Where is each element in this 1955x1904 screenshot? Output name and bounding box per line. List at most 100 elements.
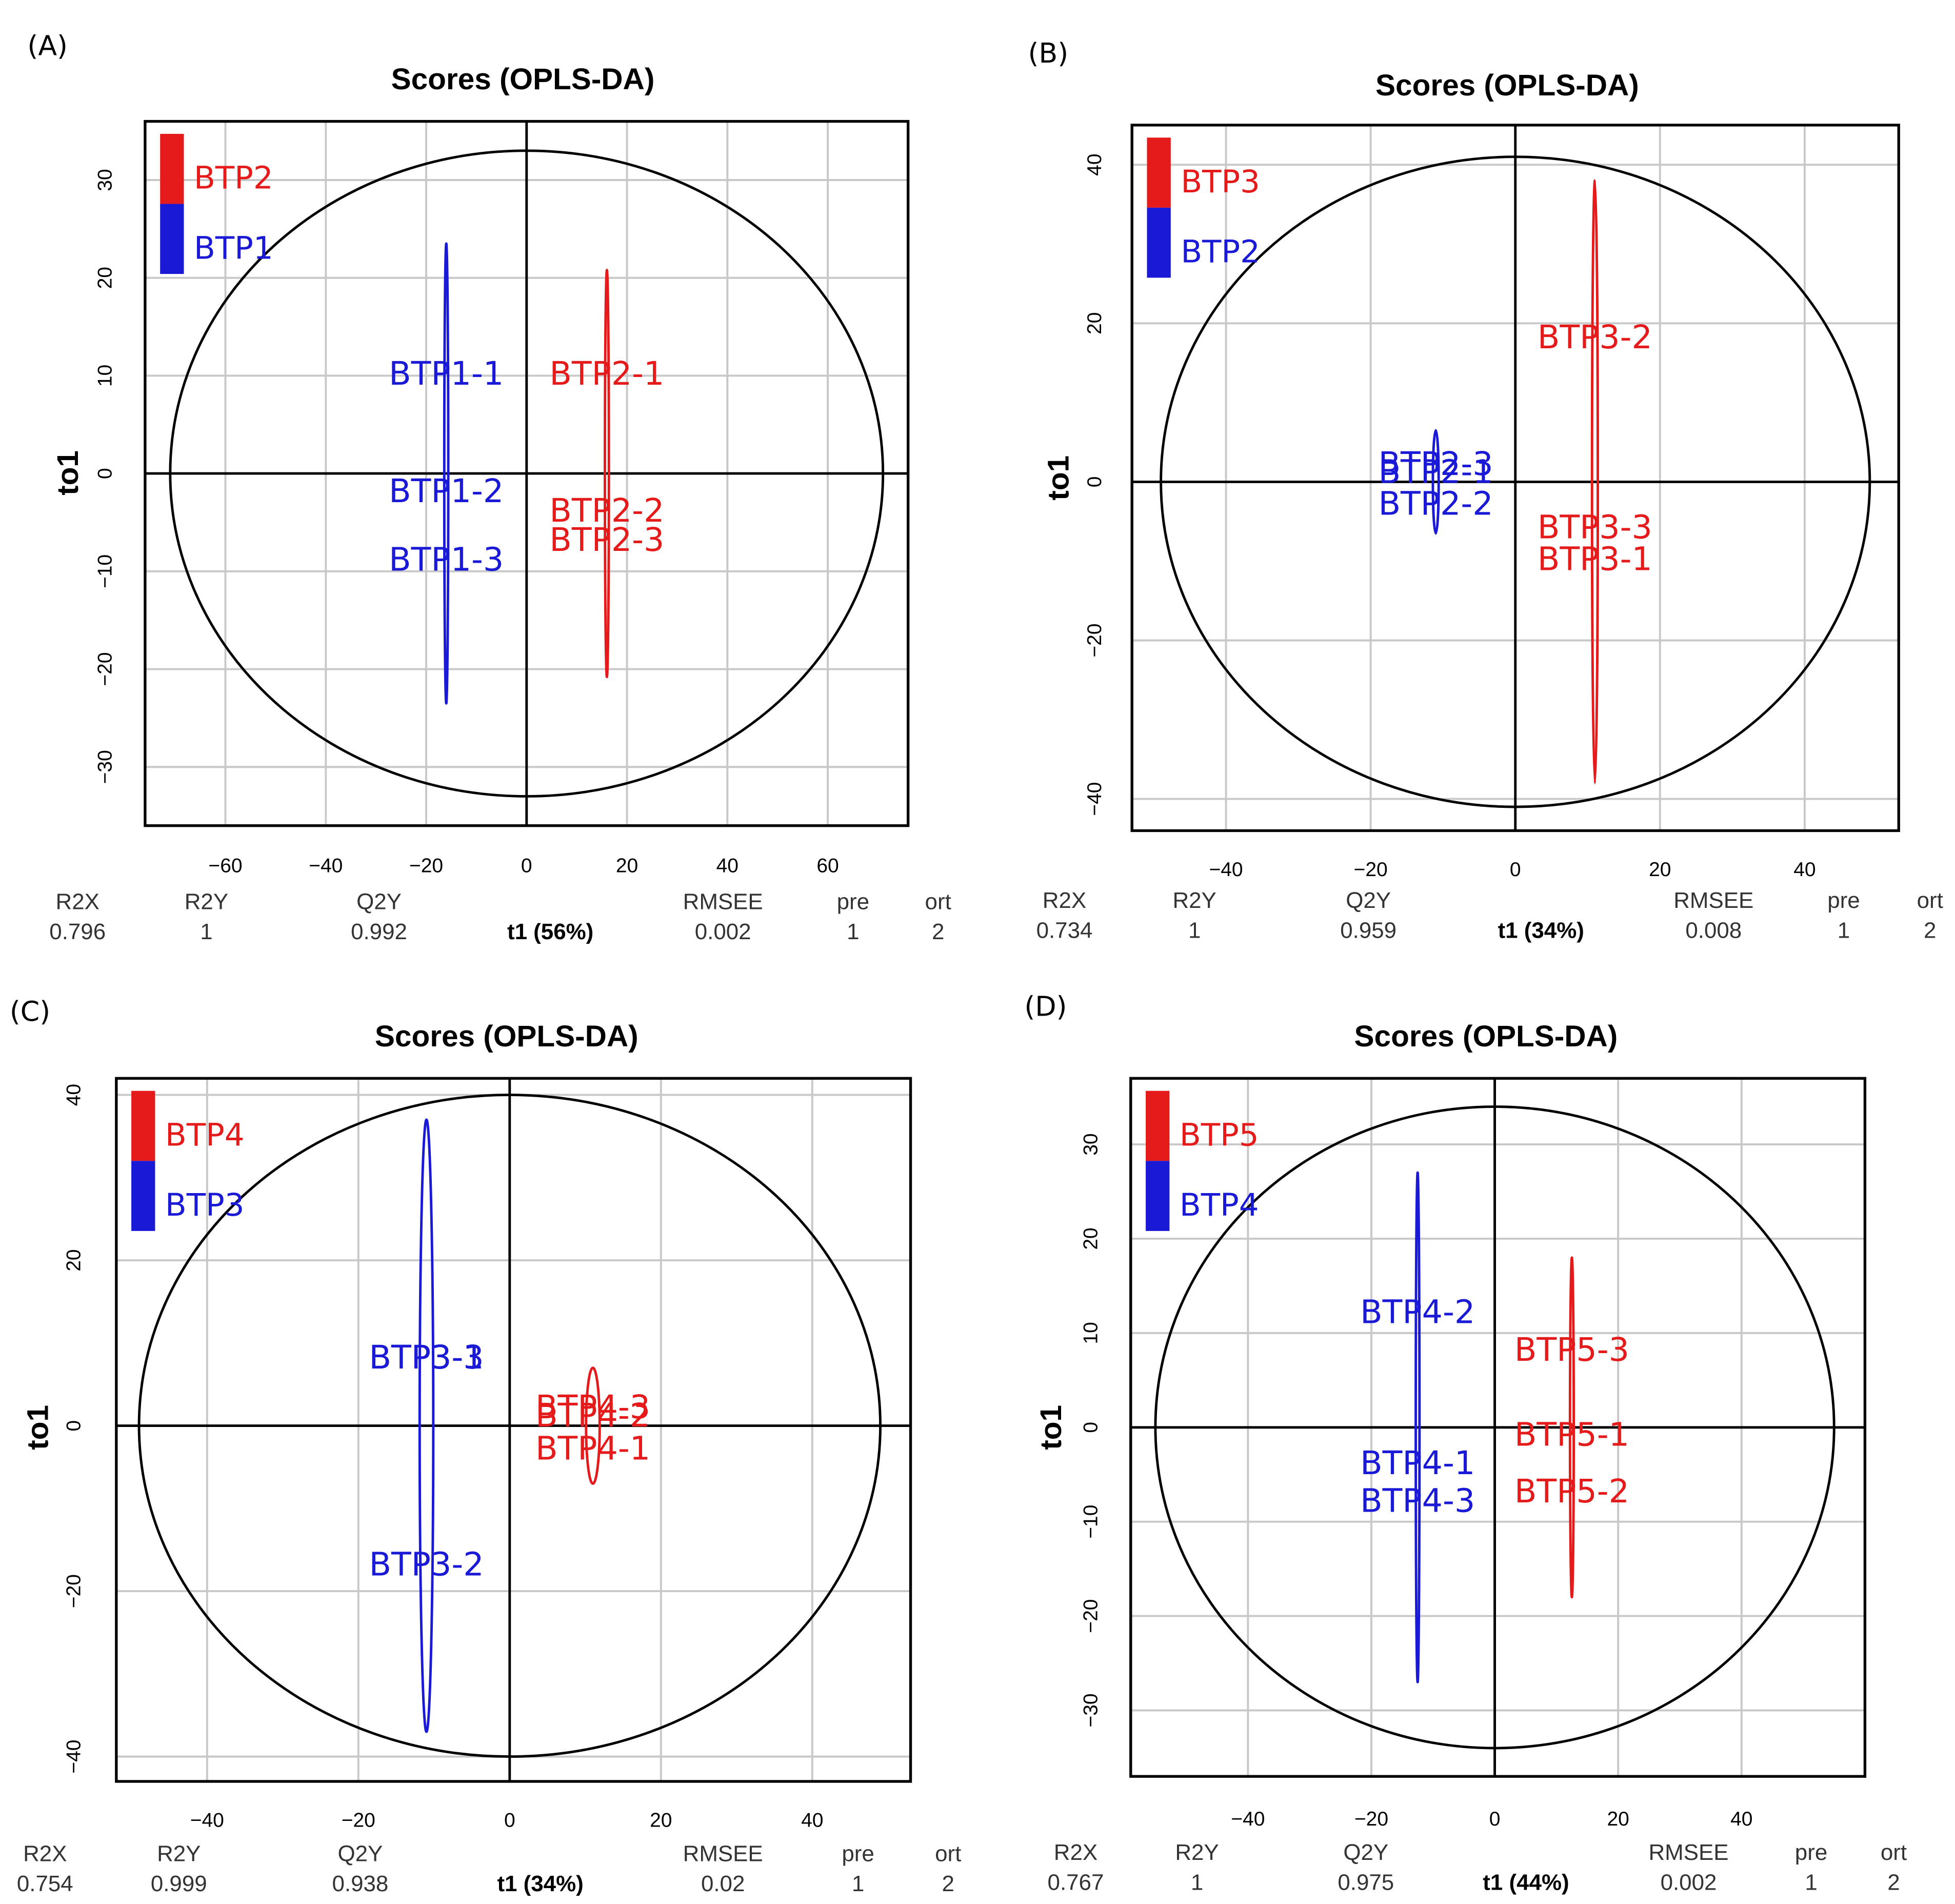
stat-value-pre: 1: [1805, 1870, 1817, 1895]
point-label-btp4-2: BTP4-2: [535, 1396, 650, 1434]
point-label-btp5-2: BTP5-2: [1514, 1472, 1629, 1510]
stat-label-q2y: Q2Y: [356, 889, 402, 914]
stat-value-rmsee: 0.02: [701, 1871, 745, 1896]
y-tick-label: −20: [63, 1574, 85, 1608]
stat-label-q2y: Q2Y: [1346, 888, 1391, 913]
point-label-btp4-1: BTP4-1: [535, 1430, 650, 1467]
stat-value-q2y: 0.938: [332, 1871, 388, 1896]
legend-swatch-btp2: [1147, 207, 1171, 278]
panel-a-label: (A): [27, 29, 68, 62]
group-ellipse-btp4: [585, 1366, 601, 1485]
y-tick-label: 20: [94, 267, 116, 289]
stat-value-rmsee: 0.002: [695, 919, 751, 944]
legend-label-btp2: BTP2: [1181, 234, 1260, 270]
stat-value-q2y: 0.975: [1338, 1870, 1394, 1895]
x-tick-label: 40: [1730, 1808, 1752, 1830]
point-label-btp2-1: BTP2-1: [1379, 452, 1493, 490]
legend-label-btp4: BTP4: [1180, 1187, 1259, 1223]
x-tick-label: −20: [409, 855, 443, 877]
stat-value-r2x: 0.734: [1036, 918, 1093, 943]
x-axis-label: t1 (34%): [497, 1871, 583, 1896]
point-label-btp2-2: BTP2-2: [549, 491, 664, 529]
point-label-btp1-1: BTP1-1: [389, 354, 504, 392]
stat-value-r2y: 1: [1188, 918, 1201, 943]
stat-value-r2y: 1: [1191, 1870, 1203, 1895]
x-tick-label: 0: [521, 855, 532, 877]
x-tick-label: −20: [1354, 1808, 1388, 1830]
panel-d-label: (D): [1024, 990, 1067, 1022]
x-tick-label: 20: [1649, 859, 1671, 881]
panel-b-title: Scores (OPLS-DA): [1375, 69, 1639, 102]
x-tick-label: 0: [1510, 859, 1521, 881]
point-label-btp3-1: BTP3-1: [1538, 540, 1652, 578]
group-ellipse-btp2: [1431, 429, 1440, 535]
y-tick-label: 10: [1080, 1322, 1102, 1344]
x-tick-label: 60: [816, 855, 839, 877]
x-tick-label: 0: [1489, 1808, 1501, 1830]
y-tick-label: 0: [94, 468, 116, 479]
group-ellipse-btp2: [604, 269, 610, 679]
point-label-btp4-2: BTP4-2: [1360, 1293, 1475, 1331]
x-tick-label: −40: [1231, 1808, 1265, 1830]
x-tick-label: 20: [650, 1809, 672, 1831]
stat-value-r2y: 1: [200, 919, 212, 944]
point-label-btp3-2: BTP3-2: [369, 1545, 484, 1583]
stat-value-r2x: 0.767: [1048, 1870, 1104, 1895]
stat-label-q2y: Q2Y: [1343, 1840, 1388, 1865]
point-label-btp1-3: BTP1-3: [389, 540, 504, 578]
stat-value-ort: 2: [1924, 918, 1936, 943]
stat-label-r2x: R2X: [1043, 888, 1086, 913]
legend-swatch-btp2: [160, 133, 184, 204]
stat-value-rmsee: 0.008: [1685, 918, 1742, 943]
plot-border: [115, 1077, 912, 1783]
y-tick-label: −30: [94, 750, 116, 784]
stat-label-ort: ort: [1881, 1840, 1907, 1865]
plot-border: [1129, 1077, 1867, 1778]
panel-c-title: Scores (OPLS-DA): [375, 1020, 639, 1053]
x-tick-label: −60: [208, 855, 242, 877]
legend-label-btp3: BTP3: [1181, 164, 1260, 200]
x-tick-label: −20: [1354, 859, 1388, 881]
legend-label-btp2: BTP2: [194, 160, 273, 196]
legend-label-btp4: BTP4: [165, 1117, 245, 1153]
panel-c-label: (C): [10, 995, 50, 1027]
stat-value-ort: 2: [942, 1871, 954, 1896]
stat-label-rmsee: RMSEE: [1648, 1840, 1728, 1865]
stat-label-r2y: R2Y: [1175, 1840, 1219, 1865]
y-tick-label: 0: [63, 1420, 85, 1432]
x-tick-label: −40: [190, 1809, 224, 1831]
y-tick-label: 0: [1084, 477, 1106, 488]
legend-swatch-btp1: [160, 204, 184, 274]
y-tick-label: −20: [1080, 1599, 1102, 1633]
x-tick-label: 40: [1793, 859, 1816, 881]
hotelling-ellipse: [137, 1094, 882, 1758]
x-axis-label: t1 (34%): [1498, 918, 1584, 943]
point-label-btp1-2: BTP1-2: [389, 472, 504, 510]
point-label-btp2-2: BTP2-2: [1379, 484, 1493, 522]
x-tick-label: −40: [1209, 859, 1243, 881]
stat-label-r2x: R2X: [1054, 1840, 1098, 1865]
x-tick-label: −20: [342, 1809, 375, 1831]
stat-label-pre: pre: [1827, 888, 1860, 913]
stat-value-r2y: 0.999: [151, 1871, 207, 1896]
stat-value-ort: 2: [1887, 1870, 1900, 1895]
stat-label-r2y: R2Y: [157, 1841, 201, 1866]
y-axis-label: to1: [22, 1405, 55, 1450]
stat-label-ort: ort: [925, 889, 951, 914]
stat-label-q2y: Q2Y: [337, 1841, 383, 1866]
y-tick-label: 30: [1080, 1133, 1102, 1155]
point-label-btp4-1: BTP4-1: [1360, 1444, 1475, 1482]
legend-swatch-btp4: [1146, 1161, 1170, 1231]
point-label-btp5-3: BTP5-3: [1514, 1331, 1629, 1369]
stat-label-r2x: R2X: [56, 889, 99, 914]
stat-label-r2y: R2Y: [185, 889, 228, 914]
stat-label-ort: ort: [935, 1841, 961, 1866]
stat-value-pre: 1: [847, 919, 859, 944]
y-tick-label: 20: [1080, 1227, 1102, 1250]
legend-label-btp1: BTP1: [194, 230, 273, 266]
stat-value-pre: 1: [1838, 918, 1850, 943]
